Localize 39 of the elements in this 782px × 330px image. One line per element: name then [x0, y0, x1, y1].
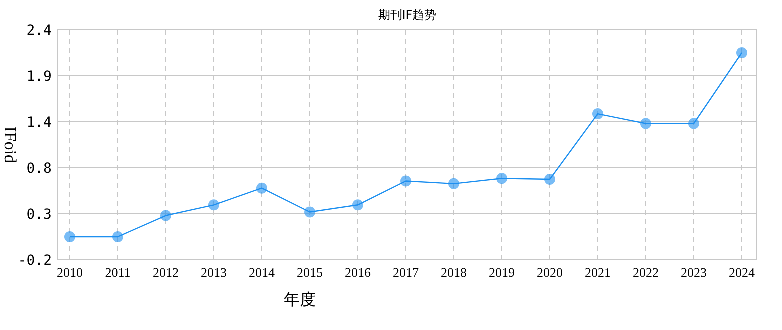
point — [208, 200, 220, 211]
x-tick-label: 2012 — [153, 265, 179, 280]
point — [64, 232, 76, 242]
x-tick-label: 2021 — [585, 265, 611, 280]
point — [544, 174, 556, 185]
x-tick-label: 2022 — [633, 265, 659, 280]
x-tick-label: 2020 — [537, 265, 563, 280]
y-tick-label: 0.8 — [26, 161, 52, 177]
point — [304, 206, 316, 218]
x-tick-label: 2023 — [681, 265, 707, 280]
point — [640, 118, 652, 130]
point — [496, 173, 508, 184]
chart-title: 期刊IF趋势 — [378, 8, 437, 22]
x-tick-label: 2010 — [57, 265, 83, 280]
x-tick-label: 2019 — [489, 265, 515, 280]
point — [352, 200, 364, 211]
point — [448, 178, 460, 190]
x-tick-label: 2016 — [345, 265, 372, 280]
x-tick-label: 2018 — [441, 265, 467, 280]
x-tick-label: 2014 — [249, 265, 276, 280]
x-tick-label: 2017 — [393, 265, 420, 280]
point — [592, 108, 604, 120]
point — [112, 232, 124, 242]
x-axis-title: 年度 — [284, 290, 316, 309]
point — [256, 182, 268, 194]
x-tick-label: 2015 — [297, 265, 323, 280]
y-axis-title: IFoid — [1, 126, 20, 164]
x-tick-label: 2024 — [729, 265, 756, 280]
x-tick-label: 2013 — [201, 265, 227, 280]
point — [400, 176, 412, 187]
y-tick-label: 1.4 — [26, 115, 52, 131]
y-tick-label: 1.9 — [26, 69, 52, 85]
y-tick-label: -0.2 — [18, 253, 52, 269]
point — [736, 48, 748, 58]
y-tick-label: 2.4 — [26, 23, 52, 39]
x-tick-label: 2011 — [105, 265, 131, 280]
y-tick-label: 0.3 — [26, 207, 52, 223]
point — [160, 210, 172, 222]
point — [688, 118, 700, 130]
